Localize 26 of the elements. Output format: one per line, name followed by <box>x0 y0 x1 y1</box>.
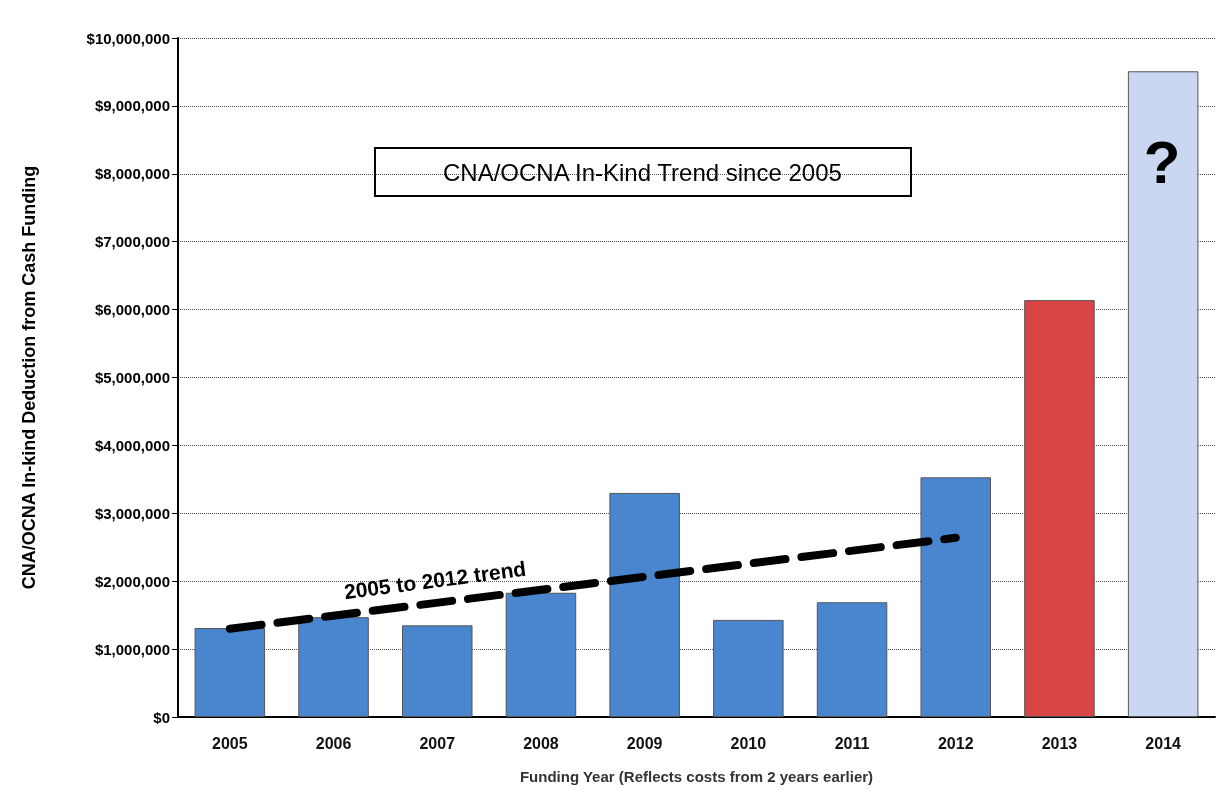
y-tick-label: $2,000,000 <box>94 572 170 590</box>
y-tick-label: $6,000,000 <box>94 301 170 319</box>
x-axis-title: Funding Year (Reflects costs from 2 years earlier) <box>519 768 874 785</box>
y-tick-label: $7,000,000 <box>94 233 170 251</box>
x-tick-label: 2013 <box>1041 734 1078 752</box>
y-tick-label: $8,000,000 <box>94 165 170 183</box>
x-tick-label: 2011 <box>834 734 870 752</box>
y-axis-title: CNA/OCNA In-kind Deduction from Cash Funding <box>19 165 39 590</box>
text: CNA/OCNA In-Kind Trend since 2005 <box>443 158 842 186</box>
x-tick-label: 2010 <box>730 734 767 752</box>
y-tick-label: $10,000,000 <box>86 29 170 47</box>
x-tick-label: 2007 <box>419 734 456 752</box>
x-tick-label: 2014 <box>1145 734 1182 752</box>
x-tick-label: 2006 <box>315 734 352 752</box>
y-tick-label: $9,000,000 <box>94 97 170 115</box>
annotation: ? <box>1143 128 1181 196</box>
x-tick-label: 2012 <box>937 734 974 752</box>
y-tick-label: $3,000,000 <box>94 504 170 522</box>
y-tick-label: $1,000,000 <box>94 640 170 658</box>
y-tick-label: $0 <box>153 708 170 726</box>
x-tick-label: 2005 <box>212 734 248 752</box>
y-tick-label: $4,000,000 <box>94 436 170 454</box>
x-tick-label: 2009 <box>626 734 663 752</box>
annotation: 2005 to 2012 trend <box>342 556 528 604</box>
y-tick-label: $5,000,000 <box>94 369 170 386</box>
x-tick-label: 2008 <box>523 734 559 752</box>
